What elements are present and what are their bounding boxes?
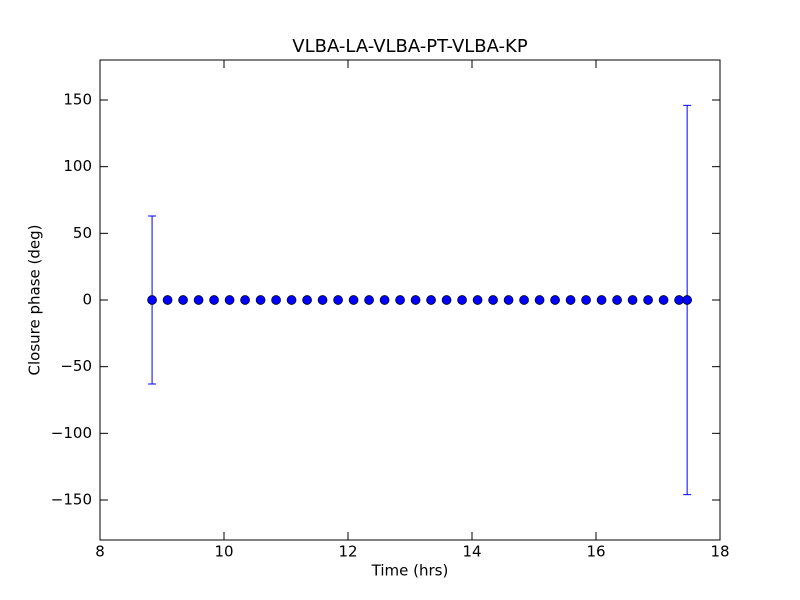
x-tick-label: 10	[214, 543, 233, 561]
point	[348, 295, 359, 305]
point	[162, 295, 173, 305]
point	[581, 295, 591, 305]
y-tick-label: 150	[63, 91, 92, 109]
point	[255, 295, 266, 305]
plot-frame	[99, 59, 721, 541]
point	[550, 295, 560, 305]
point	[682, 295, 692, 305]
point	[596, 295, 607, 305]
y-axis-label: Closure phase (deg)	[26, 225, 44, 376]
y-tick-label: 100	[63, 157, 92, 175]
point	[534, 295, 545, 305]
point	[426, 295, 436, 305]
point	[627, 295, 638, 305]
point	[379, 295, 390, 305]
point	[612, 295, 622, 305]
y-tick-label: −50	[60, 357, 92, 375]
point	[147, 295, 157, 305]
y-tick-label: 50	[73, 224, 92, 242]
point	[333, 295, 343, 305]
y-tick-label: −100	[51, 424, 92, 442]
point	[317, 295, 328, 305]
point	[286, 295, 297, 305]
point	[271, 295, 281, 305]
point	[503, 295, 514, 305]
x-tick-label: 12	[338, 543, 357, 561]
point	[488, 295, 498, 305]
chart-title: VLBA-LA-VLBA-PT-VLBA-KP	[292, 36, 528, 57]
x-axis-label: Time (hrs)	[371, 562, 449, 580]
point	[472, 295, 483, 305]
point	[209, 295, 219, 305]
x-tick-label: 18	[710, 543, 729, 561]
point	[643, 295, 653, 305]
point	[302, 295, 312, 305]
point	[364, 295, 374, 305]
point	[193, 295, 204, 305]
x-tick-label: 8	[95, 543, 105, 561]
point	[224, 295, 235, 305]
point	[658, 295, 669, 305]
x-tick-label: 16	[586, 543, 605, 561]
point	[410, 295, 421, 305]
point	[674, 295, 684, 305]
point	[240, 295, 250, 305]
x-tick-label: 14	[462, 543, 481, 561]
y-tick-label: 0	[82, 291, 92, 309]
point	[565, 295, 576, 305]
point	[519, 295, 529, 305]
point	[457, 295, 467, 305]
point	[441, 295, 452, 305]
point	[178, 295, 188, 305]
point	[395, 295, 405, 305]
y-tick-label: −150	[51, 491, 92, 509]
